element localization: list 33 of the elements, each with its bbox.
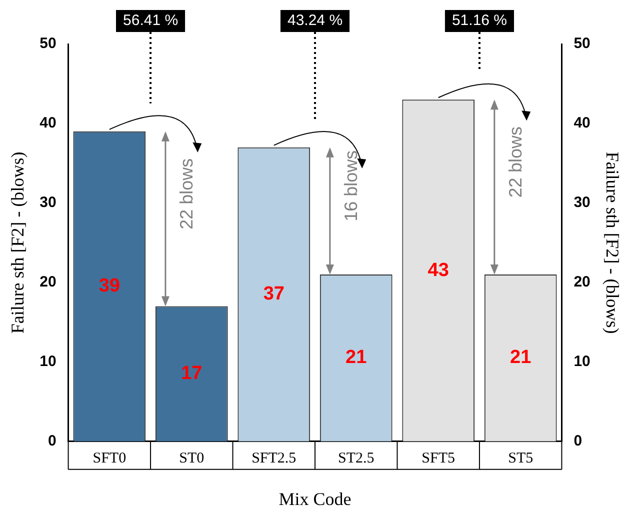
y2-axis-title: Failure sth [F2] - (blows): [602, 152, 622, 334]
y-tick-label: 30: [40, 194, 56, 212]
y2-tick-label: 50: [574, 35, 590, 52]
data-label: 21: [346, 347, 368, 368]
data-label: 37: [263, 284, 284, 305]
y2-tick-label: 30: [574, 194, 590, 212]
x-tick-label: ST2.5: [338, 450, 374, 466]
annotation: 22 blows: [505, 126, 526, 198]
x-tick-label: SFT5: [422, 450, 456, 466]
y2-tick-label: 20: [574, 274, 590, 291]
y-tick-label: 40: [40, 114, 56, 132]
y-axis-title: Failure sth [F2] - (blows): [8, 152, 28, 334]
y-tick-label: 20: [40, 274, 56, 291]
annotation: 16 blows: [340, 150, 361, 222]
data-label: 43: [428, 260, 449, 281]
data-label: 17: [181, 363, 202, 384]
x-tick-label: SFT2.5: [252, 450, 296, 466]
text: 56.41 %: [123, 12, 178, 30]
y-tick-label: 50: [40, 35, 56, 52]
y-tick-label: 10: [40, 353, 56, 370]
y2-tick-label: 40: [574, 114, 590, 132]
y2-tick-label: 10: [574, 353, 590, 370]
data-label: 39: [98, 276, 120, 297]
annotation: 22 blows: [176, 158, 196, 230]
text: 51.16 %: [452, 12, 507, 30]
x-tick-label: ST5: [508, 450, 534, 466]
y2-tick-label: 0: [574, 432, 582, 450]
data-label: 21: [510, 347, 532, 368]
y-tick-label: 0: [48, 432, 56, 450]
text: 43.24 %: [287, 12, 343, 30]
x-axis-title: Mix Code: [278, 488, 352, 509]
x-tick-label: SFT0: [92, 450, 126, 466]
x-tick-label: ST0: [179, 450, 204, 466]
